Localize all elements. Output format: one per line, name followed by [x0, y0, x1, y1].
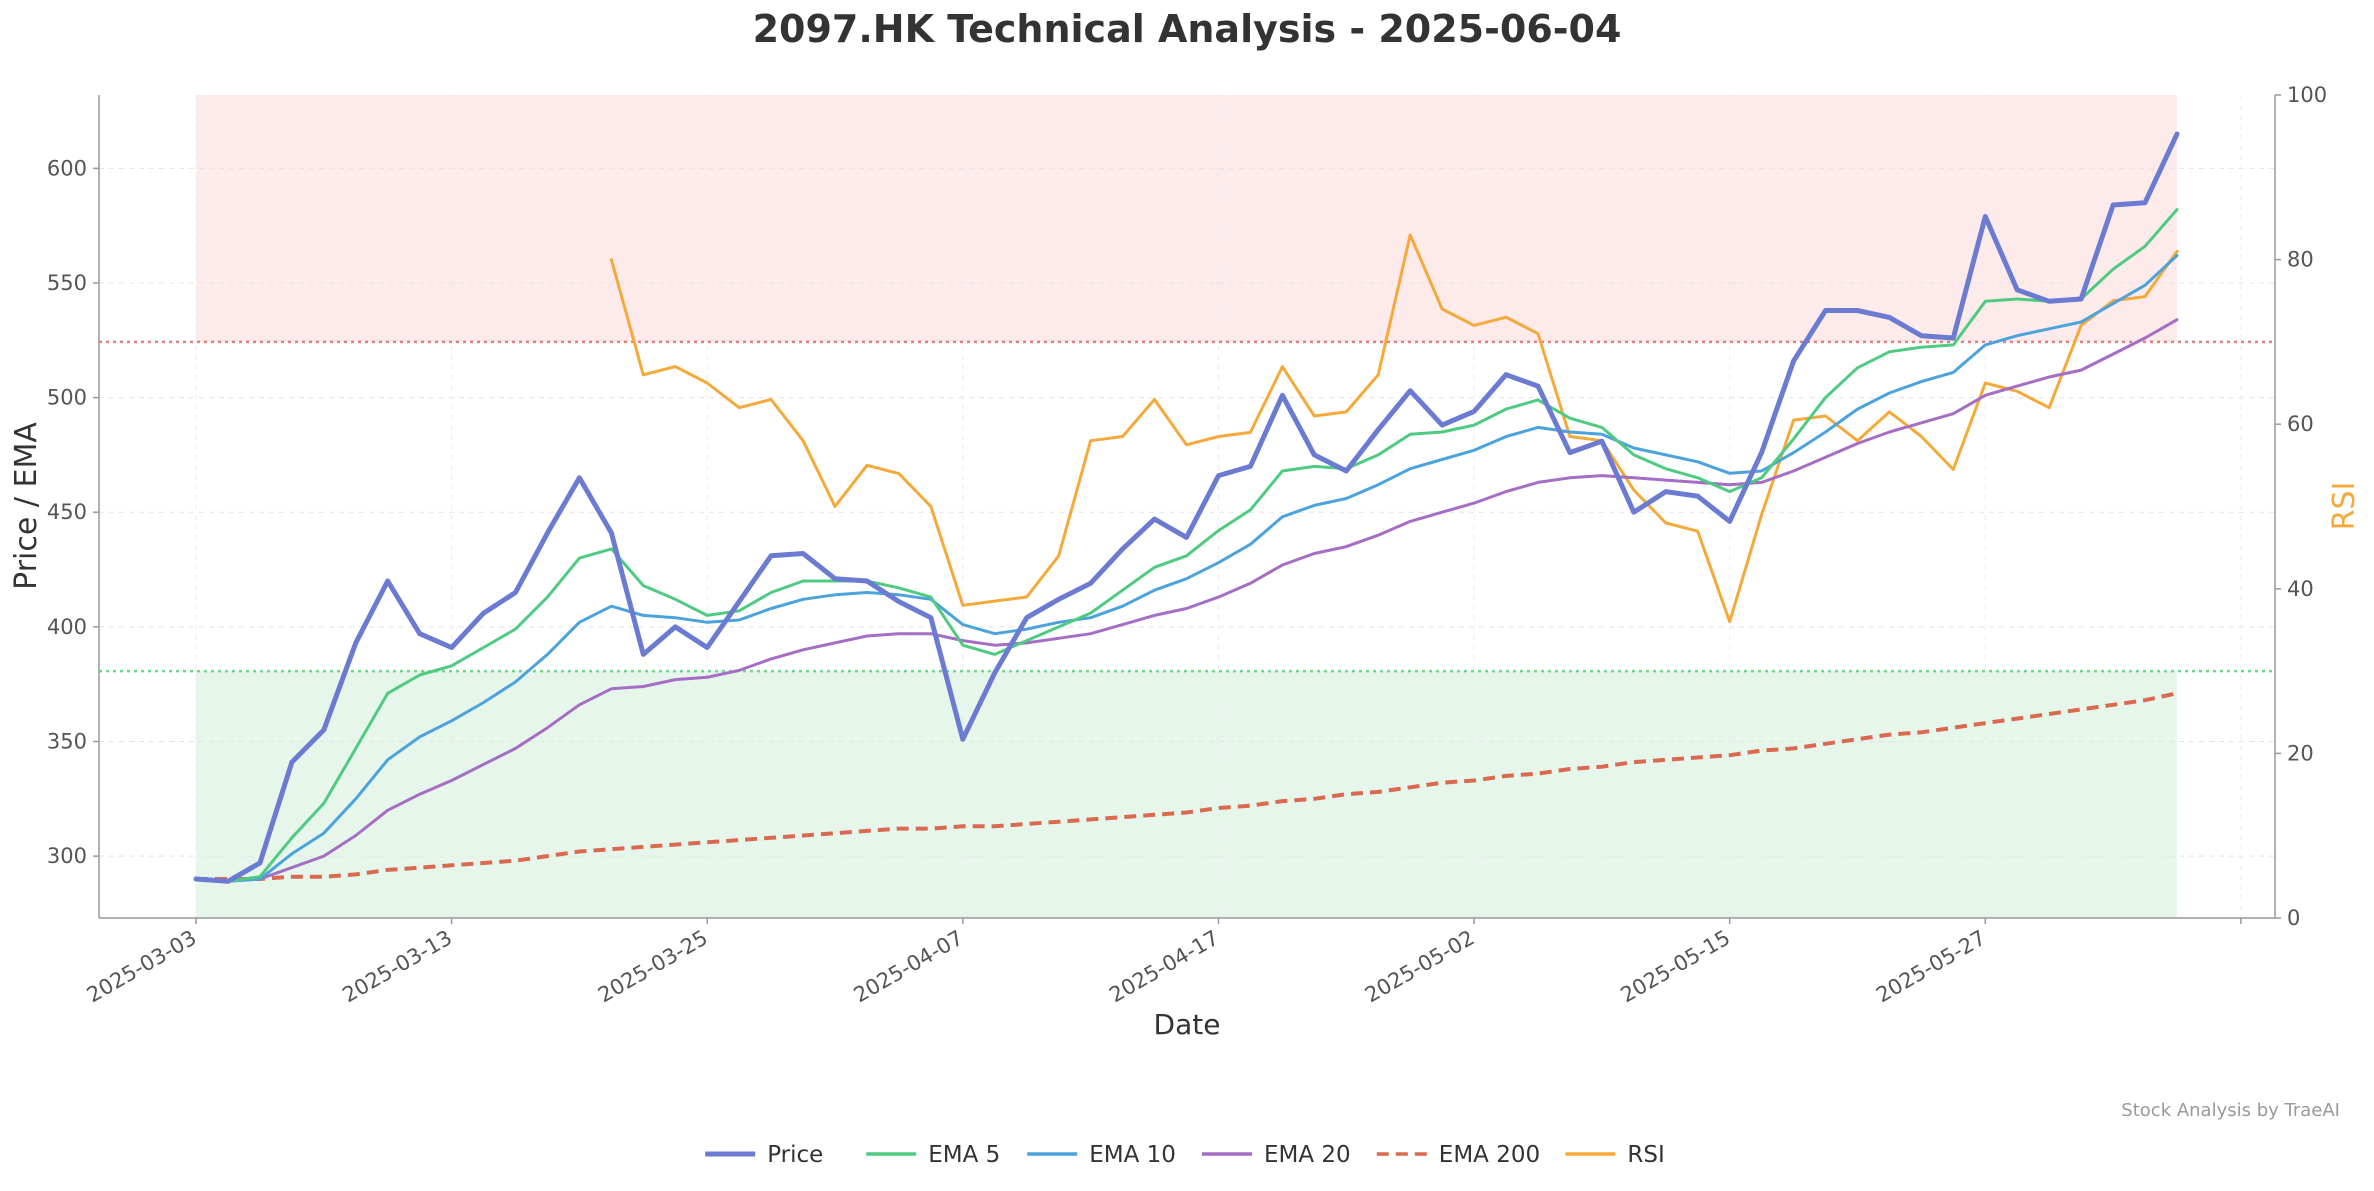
- rsi-tick-label: 20: [2287, 741, 2314, 765]
- y-tick-label: 550: [47, 271, 87, 295]
- legend: Price EMA 5 EMA 10 EMA 20 EMA 200 RSI: [705, 1142, 1665, 1168]
- rsi-tick-label: 0: [2287, 906, 2300, 930]
- legend-item-rsi: RSI: [1565, 1142, 1665, 1168]
- series-line-ema-10: [194, 254, 2179, 883]
- y-tick-label: 350: [47, 729, 87, 753]
- overbought-zone: [196, 95, 2177, 342]
- y-tick-label: 450: [47, 500, 87, 524]
- series-line-ema-5: [194, 208, 2179, 883]
- legend-item-ema-20: EMA 20: [1202, 1142, 1351, 1168]
- x-axis-label: Date: [1154, 1008, 1221, 1041]
- series-line-price: [193, 131, 2180, 884]
- rsi-tick-label: 40: [2287, 577, 2314, 601]
- legend-label: Price: [767, 1142, 823, 1168]
- y-tick-label: 600: [47, 156, 87, 180]
- y-axis-label: Price / EMA: [9, 422, 44, 590]
- legend-item-ema-5: EMA 5: [866, 1142, 1000, 1168]
- y-tick-label: 300: [47, 844, 87, 868]
- series-line-ema-200: [196, 691, 2178, 881]
- y-axis-ticks: 300 350 400 450 500 550 600: [47, 156, 99, 868]
- legend-label: EMA 10: [1089, 1142, 1176, 1168]
- series-line-rsi: [609, 233, 2179, 624]
- legend-item-ema-200: EMA 200: [1376, 1142, 1540, 1168]
- rsi-tick-label: 100: [2287, 83, 2327, 107]
- grid-lines: [99, 95, 2275, 918]
- series-lines: [193, 131, 2180, 884]
- series-line-ema-20: [194, 318, 2179, 883]
- legend-label: EMA 20: [1264, 1142, 1351, 1168]
- chart-title: 2097.HK Technical Analysis - 2025-06-04: [753, 7, 1622, 51]
- legend-item-ema-10: EMA 10: [1027, 1142, 1176, 1168]
- legend-label: EMA 200: [1439, 1142, 1540, 1168]
- rsi-tick-label: 60: [2287, 412, 2314, 436]
- legend-label: RSI: [1627, 1142, 1664, 1168]
- footer-note: Stock Analysis by TraeAI: [2121, 1100, 2340, 1121]
- rsi-tick-label: 80: [2287, 248, 2314, 272]
- rsi-axis-ticks: 0 20 40 60 80 100: [2275, 83, 2327, 930]
- rsi-axis-label: RSI: [2327, 482, 2362, 531]
- y-tick-label: 500: [47, 386, 87, 410]
- y-tick-label: 400: [47, 615, 87, 639]
- oversold-zone: [196, 671, 2177, 918]
- legend-label: EMA 5: [928, 1142, 1000, 1168]
- legend-item-price: Price: [705, 1142, 823, 1168]
- rsi-zones: [99, 95, 2275, 918]
